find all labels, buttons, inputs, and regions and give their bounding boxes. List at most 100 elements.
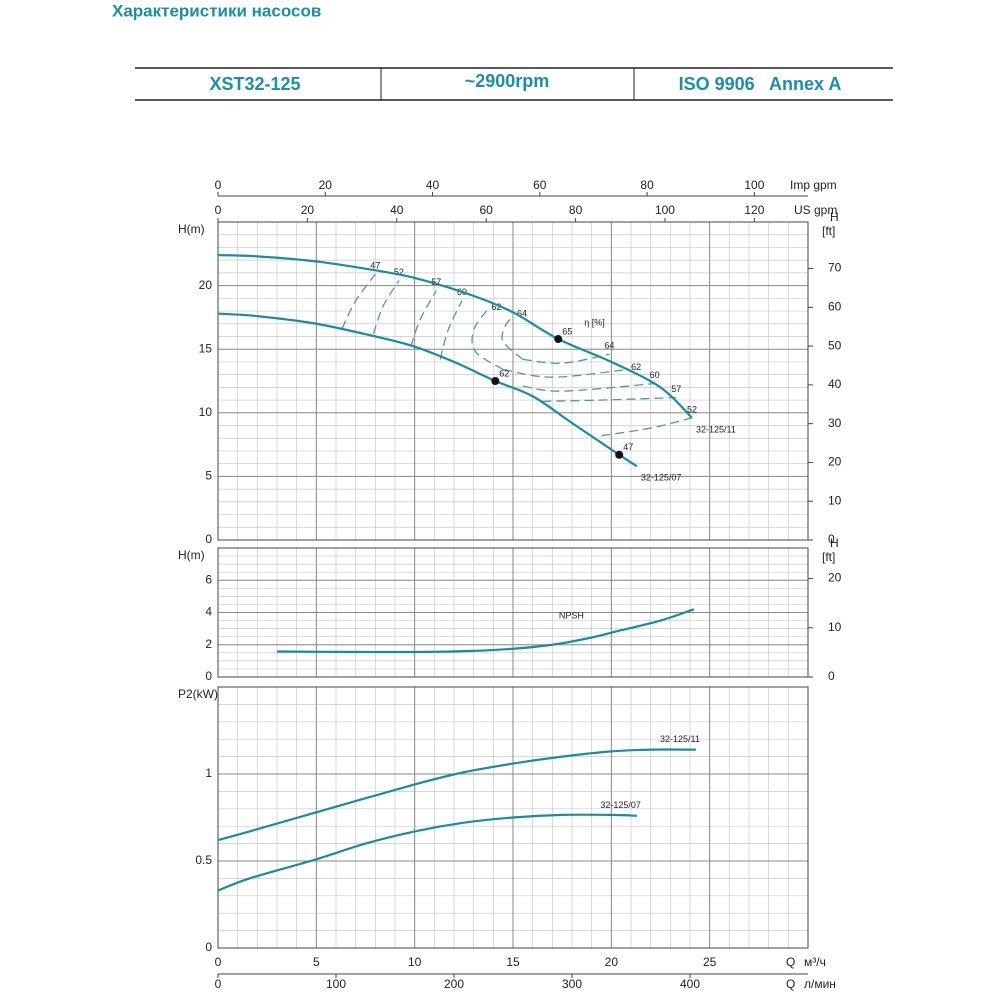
y2-tick-label: 70	[828, 261, 842, 275]
y2-tick-label: 60	[828, 299, 842, 313]
curve	[217, 312, 638, 468]
bottom-tick-label: 5	[313, 955, 320, 969]
y2-tick-label: 0	[828, 669, 835, 683]
bottom-axis-unit: л/мин	[804, 977, 836, 991]
y-tick-label: 0	[205, 532, 212, 546]
efficiency-label: 52	[687, 404, 697, 414]
bottom-tick-label: 20	[605, 955, 619, 969]
top-tick-label: 0	[215, 203, 222, 217]
table-cell: ~2900rpm	[465, 71, 550, 91]
top-tick-label: 80	[569, 203, 583, 217]
y-tick-label: 6	[205, 572, 212, 586]
y-tick-label: 10	[199, 405, 213, 419]
y2-tick-label: 50	[828, 338, 842, 352]
series-label: 32-125/07	[641, 473, 682, 483]
y-tick-label: 0	[205, 669, 212, 683]
y-tick-label: 1	[205, 766, 212, 780]
bottom-tick-label: 0	[215, 955, 222, 969]
series-label: 32-125/11	[696, 424, 736, 434]
efficiency-label: 64	[517, 309, 527, 319]
top-tick-label: 100	[655, 203, 675, 217]
y2-tick-label: 10	[828, 620, 842, 634]
y2-axis-unit: [ft]	[822, 550, 835, 564]
efficiency-label: 62	[631, 362, 641, 372]
efficiency-line	[410, 290, 437, 347]
plot-frame	[217, 547, 809, 678]
efficiency-line	[372, 280, 400, 335]
top-axis-label: US gpm	[794, 203, 837, 217]
top-axis-label: Imp gpm	[790, 178, 837, 192]
y-axis-label: P2(kW)	[178, 687, 218, 701]
bottom-tick-label: 15	[506, 955, 520, 969]
top-tick-label: 60	[480, 203, 494, 217]
y-axis-label: H(m)	[178, 548, 205, 562]
y-tick-label: 15	[199, 341, 213, 355]
y2-axis-label: H	[830, 210, 839, 224]
efficiency-line	[542, 396, 677, 403]
y-tick-label: 2	[205, 637, 212, 651]
efficiency-label: 62	[491, 302, 501, 312]
y-tick-label: 20	[199, 278, 213, 292]
top-tick-label: 40	[390, 203, 404, 217]
efficiency-label: 64	[604, 341, 614, 351]
efficiency-point	[554, 335, 563, 344]
bottom-axis-label: Q	[786, 977, 795, 991]
bottom-tick-label: 0	[215, 977, 222, 991]
efficiency-line	[341, 273, 376, 330]
efficiency-line	[601, 417, 693, 437]
efficiency-point	[615, 450, 624, 459]
table-cell: XST32-125	[209, 74, 300, 94]
efficiency-label: 60	[650, 370, 660, 380]
series-label: 32-125/07	[600, 800, 641, 810]
top-tick-label: 120	[744, 203, 764, 217]
curve	[217, 813, 637, 892]
y-axis-label: H(m)	[178, 222, 205, 236]
efficiency-line	[503, 368, 628, 378]
efficiency-line	[439, 300, 463, 360]
top-tick-label: 20	[301, 203, 315, 217]
y2-tick-label: 0	[828, 532, 835, 546]
series-label: 32-125/11	[660, 734, 700, 744]
efficiency-point-label: 47	[623, 442, 633, 452]
curve	[276, 608, 695, 654]
efficiency-line	[501, 315, 524, 360]
top-tick-label: 80	[640, 178, 654, 192]
y2-tick-label: 20	[828, 455, 842, 469]
curve	[217, 748, 696, 842]
efficiency-line	[471, 309, 504, 371]
efficiency-point-label: 65	[562, 326, 572, 336]
y-tick-label: 0	[205, 940, 212, 954]
bottom-axis-unit: м³/ч	[804, 955, 826, 969]
bottom-axis-label: Q	[786, 955, 795, 969]
bottom-tick-label: 200	[444, 977, 464, 991]
efficiency-axis-label: η [%]	[584, 317, 605, 327]
top-tick-label: 0	[215, 178, 222, 192]
efficiency-line	[522, 382, 655, 392]
efficiency-label: 57	[671, 384, 681, 394]
y-tick-label: 5	[205, 469, 212, 483]
y-tick-label: 4	[205, 605, 212, 619]
top-tick-label: 20	[319, 178, 333, 192]
page-title: Характеристики насосов	[112, 1, 321, 20]
bottom-tick-label: 25	[703, 955, 717, 969]
top-tick-label: 40	[426, 178, 440, 192]
plot-frame	[217, 686, 809, 949]
y2-tick-label: 30	[828, 416, 842, 430]
top-tick-label: 60	[533, 178, 547, 192]
y-tick-label: 0.5	[195, 853, 212, 867]
efficiency-point	[491, 377, 500, 385]
efficiency-label: 52	[394, 267, 404, 277]
efficiency-label: 57	[431, 277, 441, 287]
bottom-tick-label: 400	[680, 977, 700, 991]
y2-tick-label: 20	[828, 571, 842, 585]
y2-tick-label: 40	[828, 377, 842, 391]
efficiency-point-label: 62	[499, 368, 509, 378]
bottom-tick-label: 300	[562, 977, 582, 991]
y2-axis-label: H	[830, 536, 839, 550]
bottom-tick-label: 100	[326, 977, 346, 991]
y2-axis-unit: [ft]	[822, 224, 835, 238]
table-cell: ISO 9906 Annex A	[679, 74, 842, 94]
bottom-tick-label: 10	[408, 955, 422, 969]
